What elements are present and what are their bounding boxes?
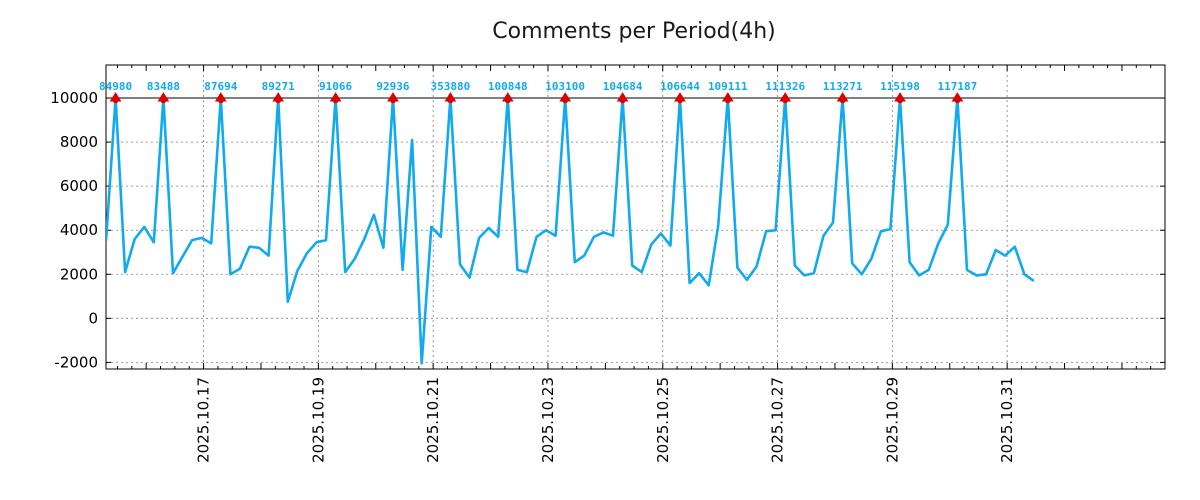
x-tick-label: 2025.10.23: [539, 377, 557, 463]
peak-label: 89271: [262, 80, 295, 93]
peak-label: 100848: [488, 80, 528, 93]
peak-label: 109111: [708, 80, 748, 93]
peak-label: 115198: [880, 80, 920, 93]
y-tick-label: -2000: [54, 353, 98, 371]
peak-marker-dot: [896, 96, 904, 104]
peak-marker-dot: [389, 96, 397, 104]
peak-label: 353880: [431, 80, 471, 93]
peak-label: 103100: [545, 80, 585, 93]
peak-label: 117187: [938, 80, 978, 93]
plot-area: [106, 96, 1035, 365]
x-tick-label: 2025.10.29: [883, 377, 901, 463]
peak-marker-dot: [619, 96, 626, 104]
peak-label: 87694: [204, 80, 237, 93]
x-tick-label: 2025.10.27: [769, 377, 787, 463]
plot-frame: [105, 64, 1166, 370]
x-tick-label: 2025.10.17: [195, 377, 213, 463]
peak-label: 91066: [319, 80, 352, 93]
peak-label: 113271: [823, 80, 863, 93]
peak-marker-dot: [724, 96, 732, 104]
peak-marker-dot: [561, 96, 569, 104]
y-tick-label: 8000: [60, 133, 98, 151]
peak-marker-dot: [112, 96, 119, 104]
peak-marker-dot: [160, 96, 167, 104]
peak-marker-dot: [332, 96, 339, 104]
peak-marker-dot: [504, 96, 511, 104]
y-tick-label: 0: [88, 309, 98, 327]
x-tick-label: 2025.10.19: [309, 377, 327, 463]
chart-title: Comments per Period(4h): [492, 19, 776, 44]
peak-marker-dot: [839, 96, 846, 104]
y-tick-label: 10000: [50, 89, 98, 107]
peak-marker-dot: [676, 96, 684, 104]
y-tick-label: 4000: [60, 221, 98, 239]
peak-label: 104684: [603, 80, 643, 93]
peak-marker-dot: [217, 96, 224, 104]
x-tick-label: 2025.10.25: [654, 377, 672, 463]
peak-label: 92936: [376, 80, 409, 93]
peak-label: 84980: [99, 80, 132, 93]
grid: [106, 65, 1165, 369]
peak-marker-dot: [447, 96, 454, 104]
peak-marker-dot: [274, 96, 282, 104]
peak-marker-dot: [954, 96, 961, 104]
axes: -2000 0 2000 4000 6000 8000 10000 2025.10.17 202…: [50, 64, 1166, 463]
peak-label: 83488: [147, 80, 180, 93]
y-tick-label: 2000: [60, 265, 98, 283]
peak-label: 111326: [765, 80, 805, 93]
peak-marker-dot: [782, 96, 789, 104]
y-tick-label: 6000: [60, 177, 98, 195]
x-tick-label: 2025.10.31: [998, 377, 1016, 463]
peak-label: 106644: [660, 80, 700, 93]
x-tick-label: 2025.10.21: [424, 377, 442, 463]
peak-markers: 84980 83488 87694 89271 91066 92936 353880 1008…: [99, 80, 978, 104]
series-line: [106, 96, 1035, 365]
